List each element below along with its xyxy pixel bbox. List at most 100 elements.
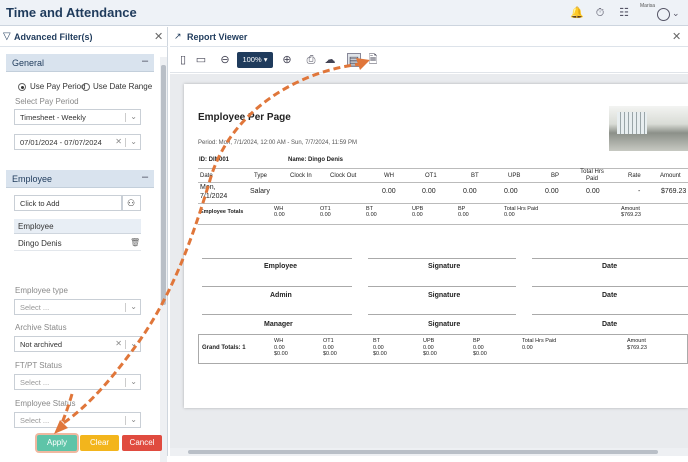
ftpt-status-value: Select ... xyxy=(20,378,50,387)
section-employee[interactable]: Employee – xyxy=(6,170,154,188)
sig-date: Date xyxy=(602,292,618,299)
close-icon[interactable]: ✕ xyxy=(154,31,164,43)
close-icon[interactable]: ✕ xyxy=(672,31,682,43)
filters-header: ▽ Advanced Filter(s) ✕ xyxy=(0,27,168,47)
archive-status-select[interactable]: Not archived ✕ ⌄ xyxy=(14,336,141,352)
export-icon[interactable]: ▤ xyxy=(347,53,361,67)
org-chart-icon[interactable]: ☷ xyxy=(619,7,629,19)
col-wh: WH xyxy=(384,173,394,179)
collapse-icon[interactable]: – xyxy=(142,171,149,183)
print-icon[interactable]: ⎙ xyxy=(306,54,316,66)
employee-status-value: Select ... xyxy=(20,416,50,425)
report-viewer-title: Report Viewer xyxy=(187,32,248,42)
clear-icon[interactable]: ✕ xyxy=(115,339,122,348)
totals-value: $769.23 xyxy=(621,212,641,218)
horizontal-scrollbar[interactable] xyxy=(170,448,688,456)
apply-button[interactable]: Apply xyxy=(37,435,77,451)
row-type: Salary xyxy=(250,188,270,195)
divider xyxy=(125,416,126,425)
chevron-down-icon: ⌄ xyxy=(130,339,137,348)
col-clock-in: Clock In xyxy=(290,173,312,179)
pay-period-value: Timesheet - Weekly xyxy=(20,113,86,122)
viewer-toolbar: ▯ ▭ ⊖ 100% ▾ ⊕ ⎙ ☁ ▤ 🗎 xyxy=(170,47,688,73)
add-employee-button[interactable]: ⚇ xyxy=(122,195,141,211)
chevron-down-icon: ⌄ xyxy=(130,302,137,311)
sig-line xyxy=(202,258,352,259)
grand-value: $0.00 xyxy=(423,351,437,357)
totals-value: 0.00 xyxy=(412,212,423,218)
chevron-down-icon: ⌄ xyxy=(130,415,137,424)
zoom-in-icon[interactable]: ⊕ xyxy=(282,54,292,66)
employee-name: Dingo Denis xyxy=(18,239,62,248)
sig-line xyxy=(368,258,516,259)
employee-list-header: Employee xyxy=(14,219,141,234)
grand-value: 0.00 xyxy=(423,344,434,351)
clear-icon[interactable]: ✕ xyxy=(115,137,122,146)
filters-scrollbar[interactable] xyxy=(160,57,167,462)
section-general[interactable]: General – xyxy=(6,54,154,72)
archive-status-value: Not archived xyxy=(20,340,63,349)
grand-header: Amount xyxy=(627,338,646,344)
row-bp: 0.00 xyxy=(545,188,559,195)
export-pdf-icon[interactable]: 🗎 xyxy=(368,54,378,66)
collapse-icon[interactable]: – xyxy=(142,55,149,67)
sig-line xyxy=(202,314,352,315)
sig-employee: Employee xyxy=(264,263,298,270)
sig-line xyxy=(532,314,688,315)
cancel-button[interactable]: Cancel xyxy=(122,435,162,451)
report-viewer-header: ↗ Report Viewer ✕ xyxy=(170,27,688,47)
grand-value: 0.00 xyxy=(522,344,533,351)
sig-line xyxy=(368,286,516,287)
scroll-thumb[interactable] xyxy=(188,450,658,454)
portrait-icon[interactable]: ▯ xyxy=(179,54,187,66)
sig-manager: Manager xyxy=(264,321,293,328)
pay-period-select[interactable]: Timesheet - Weekly ⌄ xyxy=(14,109,141,125)
employee-list-header-label: Employee xyxy=(18,222,54,231)
scroll-thumb[interactable] xyxy=(161,65,166,305)
col-bp: BP xyxy=(551,173,560,179)
employee-type-select[interactable]: Select ... ⌄ xyxy=(14,299,141,315)
chevron-down-icon[interactable]: ⌄ xyxy=(672,8,680,18)
grand-upb: UPB 0.00 $0.00 xyxy=(423,338,437,358)
totals-value: 0.00 xyxy=(320,212,331,218)
grand-amount: Amount $769.23 xyxy=(627,338,647,351)
avatar[interactable] xyxy=(657,8,670,21)
totals-upb: UPB 0.00 xyxy=(412,206,423,218)
row-total: 0.00 xyxy=(586,188,600,195)
chevron-down-icon: ⌄ xyxy=(130,112,137,121)
divider xyxy=(198,182,688,183)
advanced-filters-panel: ▽ Advanced Filter(s) ✕ General – Use Pay… xyxy=(0,27,168,462)
employee-status-select[interactable]: Select ... ⌄ xyxy=(14,412,141,428)
totals-bp: BP 0.00 xyxy=(458,206,469,218)
trash-icon[interactable]: 🗑 xyxy=(130,238,141,247)
cloud-download-icon[interactable]: ☁ xyxy=(324,54,336,66)
date-range-select[interactable]: 07/01/2024 - 07/07/2024 ✕ ⌄ xyxy=(14,134,141,150)
punch-clock-icon[interactable]: ⏱ xyxy=(595,7,605,19)
archive-status-label: Archive Status xyxy=(15,323,67,332)
zoom-out-icon[interactable]: ⊖ xyxy=(220,54,230,66)
landscape-icon[interactable]: ▭ xyxy=(195,54,207,66)
grand-value: $0.00 xyxy=(323,351,337,357)
zoom-select[interactable]: 100% ▾ xyxy=(237,52,273,68)
bell-icon[interactable]: 🔔 xyxy=(570,7,584,19)
row-amount: $769.23 xyxy=(661,188,687,195)
click-to-add-field[interactable]: Click to Add xyxy=(14,195,122,211)
totals-header: Amount xyxy=(621,206,640,212)
totals-total-hrs: Total Hrs Paid 0.00 xyxy=(504,206,538,218)
use-date-range-radio[interactable] xyxy=(82,83,90,91)
zoom-value: 100% xyxy=(242,55,262,64)
ftpt-status-select[interactable]: Select ... ⌄ xyxy=(14,374,141,390)
employee-name: Name: Dingo Denis xyxy=(288,157,344,163)
col-upb: UPB xyxy=(508,173,521,179)
sig-signature: Signature xyxy=(428,263,461,270)
list-item[interactable]: Dingo Denis 🗑 xyxy=(14,235,141,251)
use-pay-period-radio[interactable] xyxy=(18,83,26,91)
divider xyxy=(125,340,126,349)
row-rate: - xyxy=(638,188,641,195)
totals-value: 0.00 xyxy=(366,212,377,218)
filter-icon: ▽ xyxy=(3,31,11,42)
totals-bt: BT 0.00 xyxy=(366,206,377,218)
employee-totals-label: Employee Totals xyxy=(200,209,244,215)
totals-ot1: OT1 0.00 xyxy=(320,206,331,218)
clear-button[interactable]: Clear xyxy=(80,435,119,451)
